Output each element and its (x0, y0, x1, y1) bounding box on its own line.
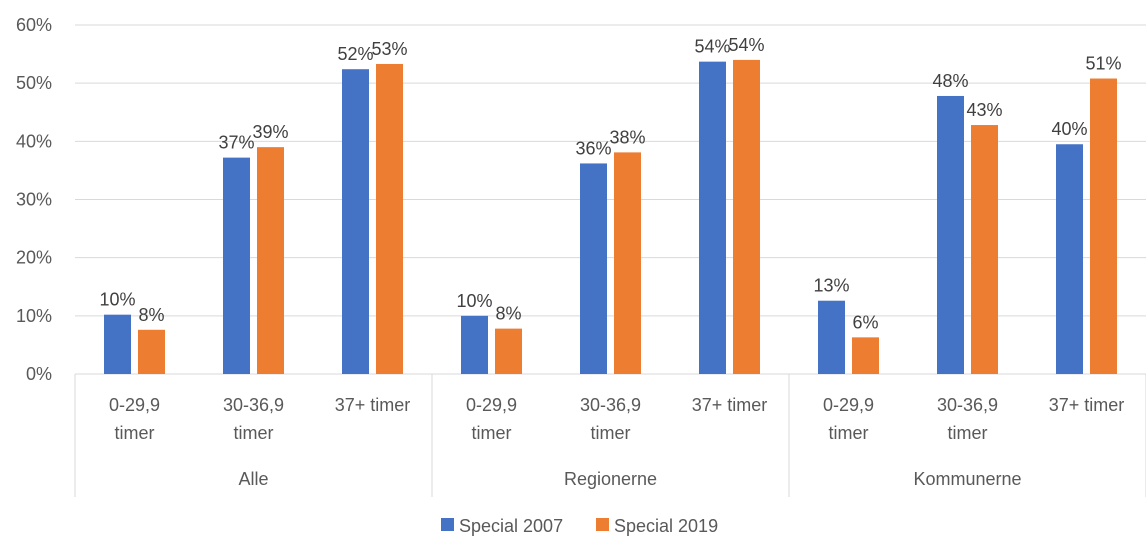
y-tick-label: 0% (26, 364, 52, 384)
bars (104, 59, 1117, 375)
x-category-label: timer (472, 423, 512, 443)
x-category-label: 30-36,9 (580, 395, 641, 415)
data-label: 39% (252, 122, 288, 142)
x-group-label: Regionerne (564, 469, 657, 489)
bar-special-2019 (495, 328, 522, 374)
y-tick-label: 10% (16, 306, 52, 326)
data-label: 54% (694, 37, 730, 57)
data-label: 10% (99, 290, 135, 310)
bar-special-2019 (614, 152, 641, 374)
x-category-label: timer (234, 423, 274, 443)
x-category-label: timer (115, 423, 155, 443)
bar-special-2007 (104, 314, 131, 374)
bar-special-2007 (223, 157, 250, 374)
y-tick-label: 50% (16, 73, 52, 93)
data-label: 53% (371, 39, 407, 59)
data-label: 54% (728, 35, 764, 55)
legend: Special 2007 Special 2019 (441, 516, 718, 536)
bar-special-2019 (376, 63, 403, 374)
data-label: 6% (852, 312, 878, 332)
gridlines (75, 24, 1146, 375)
bar-special-2019 (1090, 78, 1117, 374)
data-label: 10% (456, 291, 492, 311)
x-category-label: 30-36,9 (223, 395, 284, 415)
data-label: 51% (1085, 54, 1121, 74)
data-label: 13% (813, 276, 849, 296)
data-label: 8% (138, 305, 164, 325)
legend-label: Special 2019 (614, 516, 718, 536)
x-category-label: 30-36,9 (937, 395, 998, 415)
bar-special-2019 (971, 125, 998, 375)
y-tick-label: 30% (16, 190, 52, 210)
data-label: 48% (932, 71, 968, 91)
legend-swatch-special-2019 (596, 518, 609, 531)
bar-special-2007 (461, 315, 488, 374)
data-label: 40% (1051, 119, 1087, 139)
data-label: 43% (966, 100, 1002, 120)
bar-special-2007 (937, 95, 964, 375)
x-category-label: 0-29,9 (109, 395, 160, 415)
x-category-label: 0-29,9 (466, 395, 517, 415)
x-category-label: 37+ timer (1049, 395, 1125, 415)
y-tick-label: 20% (16, 248, 52, 268)
bar-special-2019 (733, 59, 760, 375)
x-group-label: Kommunerne (913, 469, 1021, 489)
legend-label: Special 2007 (459, 516, 563, 536)
bar-special-2019 (138, 329, 165, 374)
y-tick-label: 60% (16, 15, 52, 35)
y-tick-label: 40% (16, 131, 52, 151)
data-label: 37% (218, 133, 254, 153)
x-category-label: timer (591, 423, 631, 443)
data-label: 52% (337, 44, 373, 64)
data-label: 36% (575, 138, 611, 158)
data-label: 8% (495, 304, 521, 324)
x-category-label: 37+ timer (335, 395, 411, 415)
legend-swatch-special-2007 (441, 518, 454, 531)
x-category-label: timer (948, 423, 988, 443)
bar-special-2019 (257, 147, 284, 374)
data-labels: 10%8%37%39%52%53%10%8%36%38%54%54%13%6%4… (99, 35, 1121, 332)
bar-special-2007 (699, 61, 726, 375)
bar-special-2007 (342, 69, 369, 374)
x-category-label: timer (829, 423, 869, 443)
x-category-label: 0-29,9 (823, 395, 874, 415)
x-axis: 0-29,9 timer 30-36,9 timer 37+ timer 0-29,9 ti… (74, 374, 1146, 497)
bar-special-2019 (852, 337, 879, 374)
x-category-label: 37+ timer (692, 395, 768, 415)
bar-special-2007 (580, 163, 607, 374)
y-axis: 0% 10% 20% 30% 40% 50% 60% (16, 15, 52, 384)
bar-special-2007 (1056, 144, 1083, 374)
data-label: 38% (609, 127, 645, 147)
bar-special-2007 (818, 300, 845, 374)
x-group-label: Alle (238, 469, 268, 489)
